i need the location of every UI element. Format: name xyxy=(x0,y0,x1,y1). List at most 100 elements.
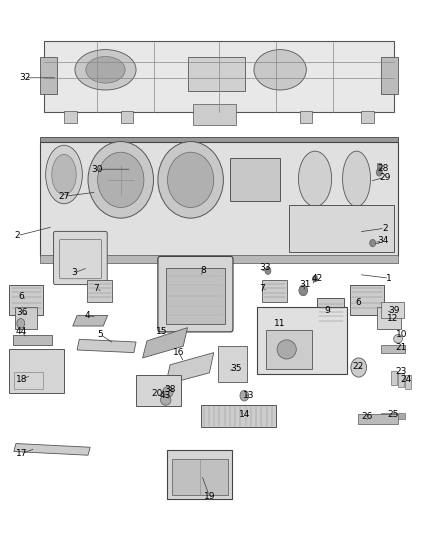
Text: 13: 13 xyxy=(243,391,254,400)
Ellipse shape xyxy=(351,358,367,377)
Text: 42: 42 xyxy=(311,273,323,282)
Bar xyxy=(230,158,280,201)
Ellipse shape xyxy=(265,267,271,274)
Bar xyxy=(213,111,225,123)
Ellipse shape xyxy=(52,155,76,195)
Bar xyxy=(10,285,43,316)
Text: 5: 5 xyxy=(97,330,103,339)
Ellipse shape xyxy=(88,142,153,218)
Bar xyxy=(289,205,394,252)
Bar xyxy=(258,308,347,374)
Text: 22: 22 xyxy=(352,362,364,371)
Polygon shape xyxy=(166,353,214,384)
Text: 20: 20 xyxy=(151,389,162,398)
Ellipse shape xyxy=(277,340,296,359)
Text: 44: 44 xyxy=(16,327,27,336)
Bar xyxy=(381,302,404,318)
Text: 18: 18 xyxy=(16,375,28,384)
Text: 16: 16 xyxy=(173,348,184,357)
Text: 33: 33 xyxy=(259,263,271,272)
Text: 29: 29 xyxy=(379,173,391,182)
Ellipse shape xyxy=(158,142,223,218)
Text: 25: 25 xyxy=(387,410,399,419)
Bar xyxy=(317,298,344,326)
Ellipse shape xyxy=(240,390,249,401)
Bar xyxy=(378,164,381,170)
Text: 21: 21 xyxy=(396,343,407,352)
Text: 32: 32 xyxy=(19,73,30,82)
Bar xyxy=(381,413,406,419)
Ellipse shape xyxy=(75,50,136,90)
Ellipse shape xyxy=(343,151,371,206)
Text: 35: 35 xyxy=(230,364,241,373)
Text: 15: 15 xyxy=(155,327,167,336)
Bar xyxy=(172,459,228,495)
Bar xyxy=(64,111,77,123)
Bar xyxy=(40,138,398,144)
Polygon shape xyxy=(14,443,90,455)
Text: 28: 28 xyxy=(377,164,389,173)
Text: 27: 27 xyxy=(58,192,70,201)
Polygon shape xyxy=(143,328,187,358)
Text: 6: 6 xyxy=(19,292,25,301)
Bar xyxy=(358,414,398,424)
Text: 36: 36 xyxy=(16,308,28,317)
Ellipse shape xyxy=(254,50,306,90)
FancyBboxPatch shape xyxy=(53,231,107,285)
Bar xyxy=(398,373,404,387)
Text: 10: 10 xyxy=(396,330,407,339)
Ellipse shape xyxy=(299,285,307,296)
Ellipse shape xyxy=(370,239,376,247)
Text: 30: 30 xyxy=(91,165,102,174)
Text: 38: 38 xyxy=(164,385,176,394)
Ellipse shape xyxy=(312,276,318,282)
Bar xyxy=(14,308,37,329)
Ellipse shape xyxy=(86,56,125,83)
Text: 9: 9 xyxy=(325,305,330,314)
Bar xyxy=(10,350,64,393)
Text: 7: 7 xyxy=(259,284,265,293)
Bar xyxy=(40,142,398,256)
Bar xyxy=(44,41,394,112)
Ellipse shape xyxy=(162,386,173,397)
Text: 26: 26 xyxy=(361,412,372,421)
Bar xyxy=(361,111,374,123)
Text: 34: 34 xyxy=(377,237,389,246)
Bar xyxy=(391,371,397,385)
Bar xyxy=(167,450,232,499)
Text: 23: 23 xyxy=(396,367,407,376)
Bar xyxy=(201,405,276,427)
Text: 12: 12 xyxy=(387,314,399,323)
Bar xyxy=(188,56,245,91)
Bar xyxy=(193,104,237,125)
Text: 1: 1 xyxy=(386,273,392,282)
Bar xyxy=(166,268,225,324)
FancyBboxPatch shape xyxy=(158,256,233,332)
Ellipse shape xyxy=(298,151,332,206)
Bar xyxy=(262,280,287,302)
Text: 19: 19 xyxy=(204,491,215,500)
Ellipse shape xyxy=(394,335,403,343)
Text: 31: 31 xyxy=(300,280,311,289)
Bar xyxy=(381,56,398,94)
Text: 39: 39 xyxy=(388,305,399,314)
Bar xyxy=(300,111,312,123)
Text: 17: 17 xyxy=(16,449,28,458)
Text: 24: 24 xyxy=(400,375,411,384)
Bar xyxy=(406,375,411,389)
Text: 3: 3 xyxy=(71,269,77,277)
Text: 14: 14 xyxy=(239,410,250,419)
Text: 6: 6 xyxy=(355,298,361,307)
Bar xyxy=(87,280,113,302)
Polygon shape xyxy=(73,316,108,326)
Ellipse shape xyxy=(376,168,382,176)
Bar xyxy=(40,255,398,263)
Bar xyxy=(381,345,406,353)
Bar xyxy=(377,308,401,329)
Text: 4: 4 xyxy=(85,311,90,320)
Ellipse shape xyxy=(160,394,171,405)
Text: 7: 7 xyxy=(93,284,99,293)
Ellipse shape xyxy=(46,146,82,204)
Ellipse shape xyxy=(167,152,214,207)
Polygon shape xyxy=(13,335,52,345)
